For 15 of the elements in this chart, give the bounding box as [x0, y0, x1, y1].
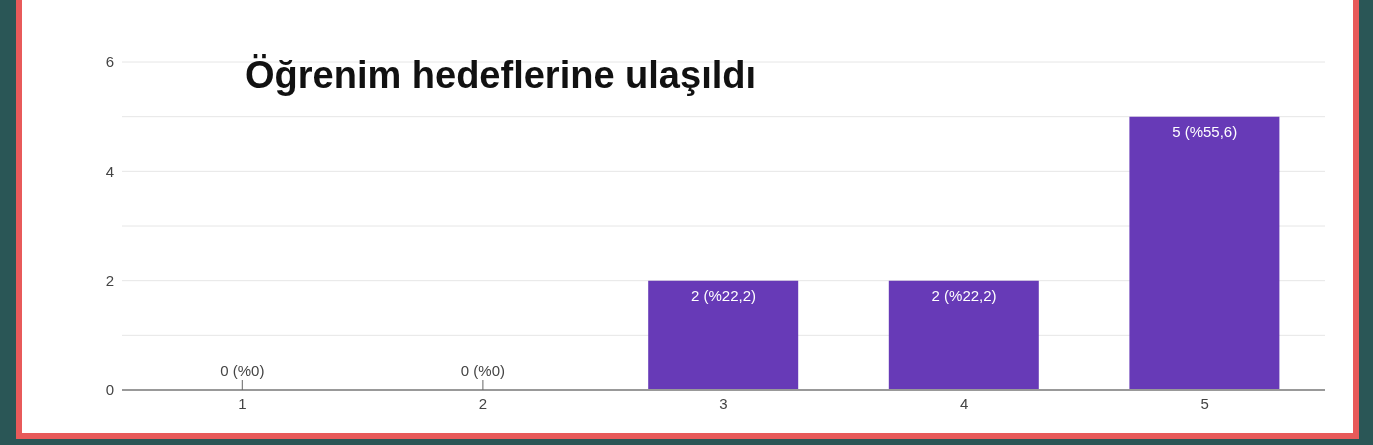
y-tick-label: 4: [105, 162, 114, 180]
y-tick-label: 2: [105, 271, 114, 289]
data-label: 0 (%0): [220, 362, 265, 379]
data-label: 0 (%0): [460, 362, 505, 379]
data-label: 2 (%22,2): [690, 286, 757, 304]
x-tick-label: 4: [959, 394, 969, 412]
x-tick-label: 3: [719, 394, 728, 412]
x-tick-label: 1: [238, 394, 247, 412]
x-tick-label: 5: [1200, 394, 1209, 412]
x-tick-label: 2: [478, 394, 488, 412]
y-tick-label: 0: [105, 381, 114, 399]
data-label: 5 (%55,6): [1172, 122, 1238, 140]
chart-title: Öğrenim hedeflerine ulaşıldı: [245, 54, 757, 97]
data-label: 2 (%22,2): [931, 286, 997, 304]
y-tick-label: 6: [105, 53, 114, 71]
